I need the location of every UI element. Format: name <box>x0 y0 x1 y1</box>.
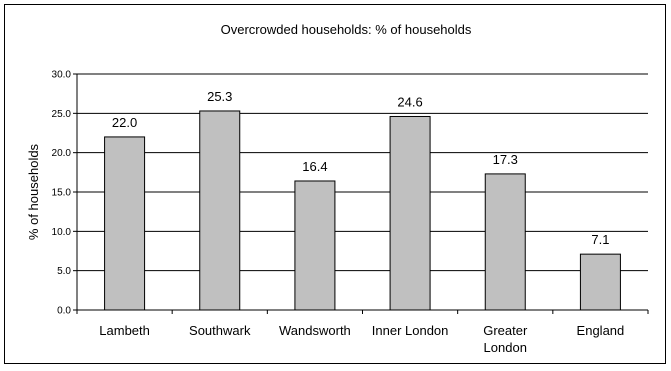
y-tick-label: 30.0 <box>52 70 72 81</box>
y-axis-label: % of households <box>26 143 41 240</box>
data-label: 16.4 <box>302 159 327 174</box>
y-tick-label: 0.0 <box>57 306 71 317</box>
data-label: 22.0 <box>112 115 137 130</box>
data-label: 17.3 <box>493 152 518 167</box>
bar <box>389 115 431 311</box>
data-label: 25.3 <box>207 89 232 104</box>
x-tick-label: Southwark <box>189 323 251 338</box>
chart-title: Overcrowded households: % of households <box>221 22 472 37</box>
bar <box>104 136 146 311</box>
data-label: 7.1 <box>591 232 609 247</box>
x-axis-ticks: Lambeth Southwark Wandsworth Inner London Gr… <box>76 310 649 355</box>
y-tick-label: 15.0 <box>52 188 72 199</box>
bar <box>484 173 526 311</box>
y-tick-label: 5.0 <box>57 266 71 277</box>
x-tick-label: Inner London <box>372 323 449 338</box>
x-tick-label: Wandsworth <box>279 323 351 338</box>
y-tick-label: 20.0 <box>52 148 72 159</box>
bars <box>104 110 621 311</box>
gridlines <box>77 73 648 272</box>
y-axis-ticks: 0.0 5.0 10.0 15.0 20.0 25.0 30.0 <box>52 70 77 317</box>
bar <box>579 253 621 311</box>
x-tick-label: Lambeth <box>99 323 150 338</box>
x-tick-label: London <box>484 340 527 355</box>
x-tick-label: England <box>577 323 625 338</box>
y-tick-label: 10.0 <box>52 227 72 238</box>
data-label: 24.6 <box>397 94 422 109</box>
data-labels: 22.0 25.3 16.4 24.6 17.3 7.1 <box>112 89 610 247</box>
bar <box>294 180 336 311</box>
x-tick-label: Greater <box>483 323 528 338</box>
y-tick-label: 25.0 <box>52 109 72 120</box>
bar <box>199 110 241 311</box>
